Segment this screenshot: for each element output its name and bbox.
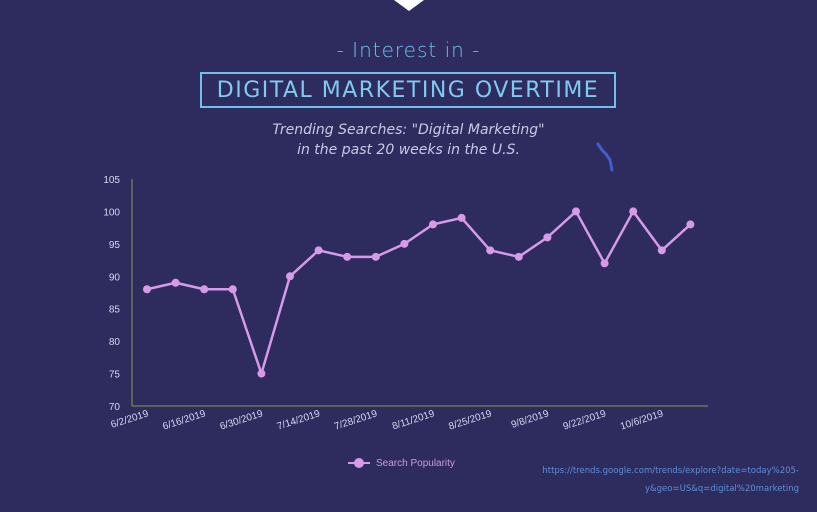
y-axis-ticks: 70 75 80 85 90 95 100 105 bbox=[103, 175, 120, 413]
y-tick-label: 80 bbox=[109, 337, 121, 348]
source-url[interactable]: https://trends.google.com/trends/explore… bbox=[542, 466, 799, 494]
series-line-search-popularity bbox=[146, 210, 692, 375]
x-tick-label: 9/22/2019 bbox=[562, 408, 608, 432]
data-point[interactable] bbox=[228, 285, 237, 294]
data-point[interactable] bbox=[314, 246, 323, 255]
y-tick-label: 95 bbox=[109, 240, 121, 251]
chart-subtitle: Trending Searches: "Digital Marketing" i… bbox=[0, 120, 817, 160]
data-point[interactable] bbox=[400, 239, 409, 248]
x-tick-label: 8/25/2019 bbox=[447, 408, 493, 432]
y-tick-label: 70 bbox=[109, 402, 121, 413]
x-axis-ticks: 6/2/2019 6/16/2019 6/30/2019 7/14/2019 7/28/… bbox=[109, 408, 665, 432]
y-tick-label: 105 bbox=[103, 175, 120, 186]
data-point[interactable] bbox=[171, 278, 180, 287]
x-tick-label: 7/28/2019 bbox=[333, 408, 379, 432]
x-tick-label: 8/11/2019 bbox=[391, 408, 436, 432]
data-point[interactable] bbox=[286, 272, 294, 281]
data-point[interactable] bbox=[514, 252, 523, 261]
data-point[interactable] bbox=[600, 259, 609, 268]
data-point[interactable] bbox=[200, 285, 209, 294]
chart-kicker: - Interest in - bbox=[336, 38, 481, 62]
legend-label: Search Popularity bbox=[376, 457, 455, 469]
x-tick-label: 9/8/2019 bbox=[510, 408, 551, 431]
data-point[interactable] bbox=[371, 252, 380, 261]
chart-legend: Search Popularity bbox=[348, 455, 455, 471]
data-point[interactable] bbox=[686, 220, 695, 229]
data-point[interactable] bbox=[572, 207, 580, 216]
y-tick-label: 85 bbox=[109, 305, 121, 316]
data-point[interactable] bbox=[543, 233, 552, 242]
data-point[interactable] bbox=[629, 207, 638, 216]
data-point[interactable] bbox=[257, 369, 266, 378]
y-tick-label: 90 bbox=[109, 272, 121, 283]
data-point[interactable] bbox=[143, 285, 151, 294]
data-point[interactable] bbox=[457, 213, 466, 222]
pointer-cursor-icon bbox=[596, 142, 614, 172]
x-tick-label: 6/30/2019 bbox=[219, 408, 265, 432]
series-points bbox=[143, 207, 695, 378]
subtitle-line-2: in the past 20 weeks in the U.S. bbox=[297, 142, 520, 158]
subtitle-line-1: Trending Searches: "Digital Marketing" bbox=[272, 122, 545, 138]
x-tick-label: 6/16/2019 bbox=[161, 408, 207, 432]
y-tick-label: 100 bbox=[103, 207, 120, 218]
data-point[interactable] bbox=[657, 246, 666, 255]
data-point[interactable] bbox=[486, 246, 495, 255]
chart-title-text: DIGITAL MARKETING OVERTIME bbox=[216, 77, 600, 103]
data-point[interactable] bbox=[343, 252, 352, 261]
x-tick-label: 10/6/2019 bbox=[619, 408, 665, 432]
top-notch-marker bbox=[394, 0, 424, 11]
data-point[interactable] bbox=[429, 220, 437, 229]
x-tick-label: 7/14/2019 bbox=[276, 408, 322, 432]
chart-title: DIGITAL MARKETING OVERTIME bbox=[200, 72, 616, 108]
legend-swatch-icon bbox=[348, 458, 370, 468]
y-tick-label: 75 bbox=[109, 370, 121, 381]
